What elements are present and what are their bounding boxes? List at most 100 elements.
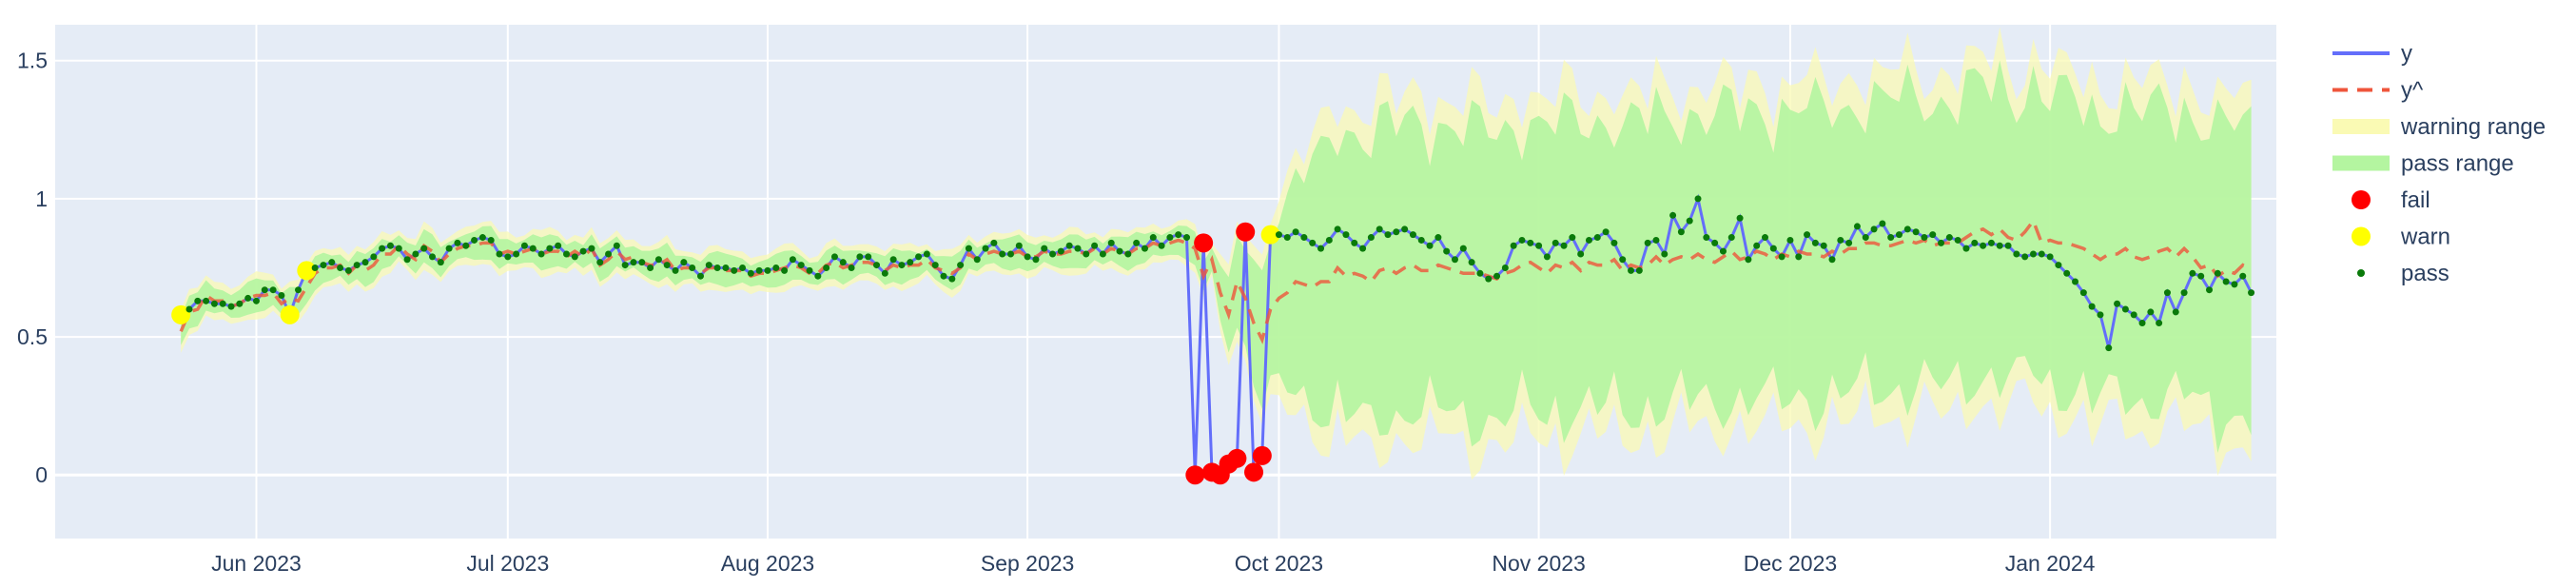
pass-point xyxy=(1384,231,1392,239)
pass-point xyxy=(2156,320,2163,327)
pass-point xyxy=(1895,231,1903,239)
fail-point xyxy=(1227,448,1247,468)
pass-point xyxy=(789,256,796,264)
pass-point xyxy=(1711,239,1719,246)
fail-point xyxy=(1244,462,1264,482)
pass-point xyxy=(2180,289,2188,297)
pass-point xyxy=(1669,211,1677,219)
pass-point xyxy=(1476,269,1484,277)
pass-point xyxy=(478,234,486,242)
pass-point xyxy=(1057,247,1064,255)
pass-point xyxy=(2114,300,2121,307)
pass-point xyxy=(830,253,838,261)
pass-point xyxy=(1795,253,1803,261)
pass-point xyxy=(990,239,998,246)
pass-point xyxy=(1971,239,1979,246)
warn-point xyxy=(171,304,191,324)
pass-point xyxy=(731,266,738,274)
legend-label: y^ xyxy=(2401,78,2424,104)
legend-label: warning range xyxy=(2400,114,2546,140)
pass-point xyxy=(889,256,897,264)
x-tick-label: Sep 2023 xyxy=(981,551,1074,576)
pass-point xyxy=(1501,264,1509,271)
pass-point xyxy=(571,253,578,261)
pass-point xyxy=(680,259,688,266)
pass-point xyxy=(420,245,428,252)
pass-point xyxy=(219,300,226,307)
pass-point xyxy=(1862,234,1869,242)
legend-swatch xyxy=(2352,190,2371,209)
pass-point xyxy=(1107,239,1115,246)
pass-point xyxy=(1644,239,1651,246)
pass-point xyxy=(1024,253,1031,261)
pass-point xyxy=(1769,245,1777,252)
pass-point xyxy=(487,236,495,244)
legend-item[interactable]: pass xyxy=(2357,261,2449,286)
pass-point xyxy=(1903,225,1911,233)
pass-point xyxy=(2248,289,2255,297)
pass-point xyxy=(311,264,319,271)
pass-point xyxy=(1342,231,1350,239)
pass-point xyxy=(1912,228,1920,236)
legend-label: warn xyxy=(2400,225,2450,250)
legend[interactable]: y y^ warning range pass range fail warn pass xyxy=(2332,41,2546,286)
pass-point xyxy=(1610,239,1618,246)
legend-item[interactable]: y xyxy=(2332,41,2412,67)
pass-point xyxy=(1811,239,1819,246)
pass-point xyxy=(1485,275,1493,283)
pass-point xyxy=(261,286,268,294)
pass-point xyxy=(1527,239,1534,246)
pass-point xyxy=(1870,225,1878,233)
pass-point xyxy=(1401,225,1409,233)
pass-point xyxy=(1543,253,1551,261)
pass-point xyxy=(1041,245,1048,252)
pass-point xyxy=(1593,234,1601,242)
fail-point xyxy=(1252,445,1272,465)
pass-point xyxy=(579,247,587,255)
pass-point xyxy=(613,242,620,249)
pass-point xyxy=(948,275,956,283)
pass-point xyxy=(529,245,537,252)
legend-item[interactable]: warn xyxy=(2352,225,2450,250)
pass-point xyxy=(1551,239,1559,246)
pass-point xyxy=(873,262,881,269)
legend-item[interactable]: warning range xyxy=(2332,114,2546,140)
pass-point xyxy=(1443,247,1451,255)
pass-point xyxy=(1753,242,1761,249)
pass-point xyxy=(839,259,847,266)
pass-point xyxy=(696,272,704,280)
pass-point xyxy=(2029,250,2037,258)
legend-item[interactable]: pass range xyxy=(2332,151,2514,177)
pass-point xyxy=(1015,242,1023,249)
legend-item[interactable]: fail xyxy=(2352,187,2430,213)
pass-point xyxy=(638,259,646,266)
pass-point xyxy=(1628,266,1635,274)
pass-point xyxy=(2197,272,2205,280)
pass-point xyxy=(513,250,520,258)
pass-point xyxy=(596,259,604,266)
pass-point xyxy=(2046,253,2054,261)
pass-point xyxy=(647,264,654,271)
pass-point xyxy=(2214,269,2221,277)
fail-point xyxy=(1194,233,1214,253)
pass-point xyxy=(1359,245,1367,252)
pass-point xyxy=(1300,234,1308,242)
pass-point xyxy=(1736,214,1744,222)
pass-point xyxy=(1694,195,1702,203)
y-tick-label: 0.5 xyxy=(17,324,48,349)
pass-point xyxy=(2105,344,2113,352)
pass-point xyxy=(2038,250,2045,258)
pass-point xyxy=(1879,220,1886,227)
pass-point xyxy=(2097,311,2104,319)
y-tick-label: 1.5 xyxy=(17,49,48,73)
pass-point xyxy=(185,305,193,313)
legend-item[interactable]: y^ xyxy=(2332,78,2424,104)
pass-point xyxy=(713,264,721,271)
pass-point xyxy=(865,253,872,261)
yhat-series-line xyxy=(179,217,2253,344)
pass-point xyxy=(445,245,453,252)
pass-point xyxy=(2231,281,2238,288)
pass-point xyxy=(999,250,1006,258)
pass-point xyxy=(236,300,244,307)
